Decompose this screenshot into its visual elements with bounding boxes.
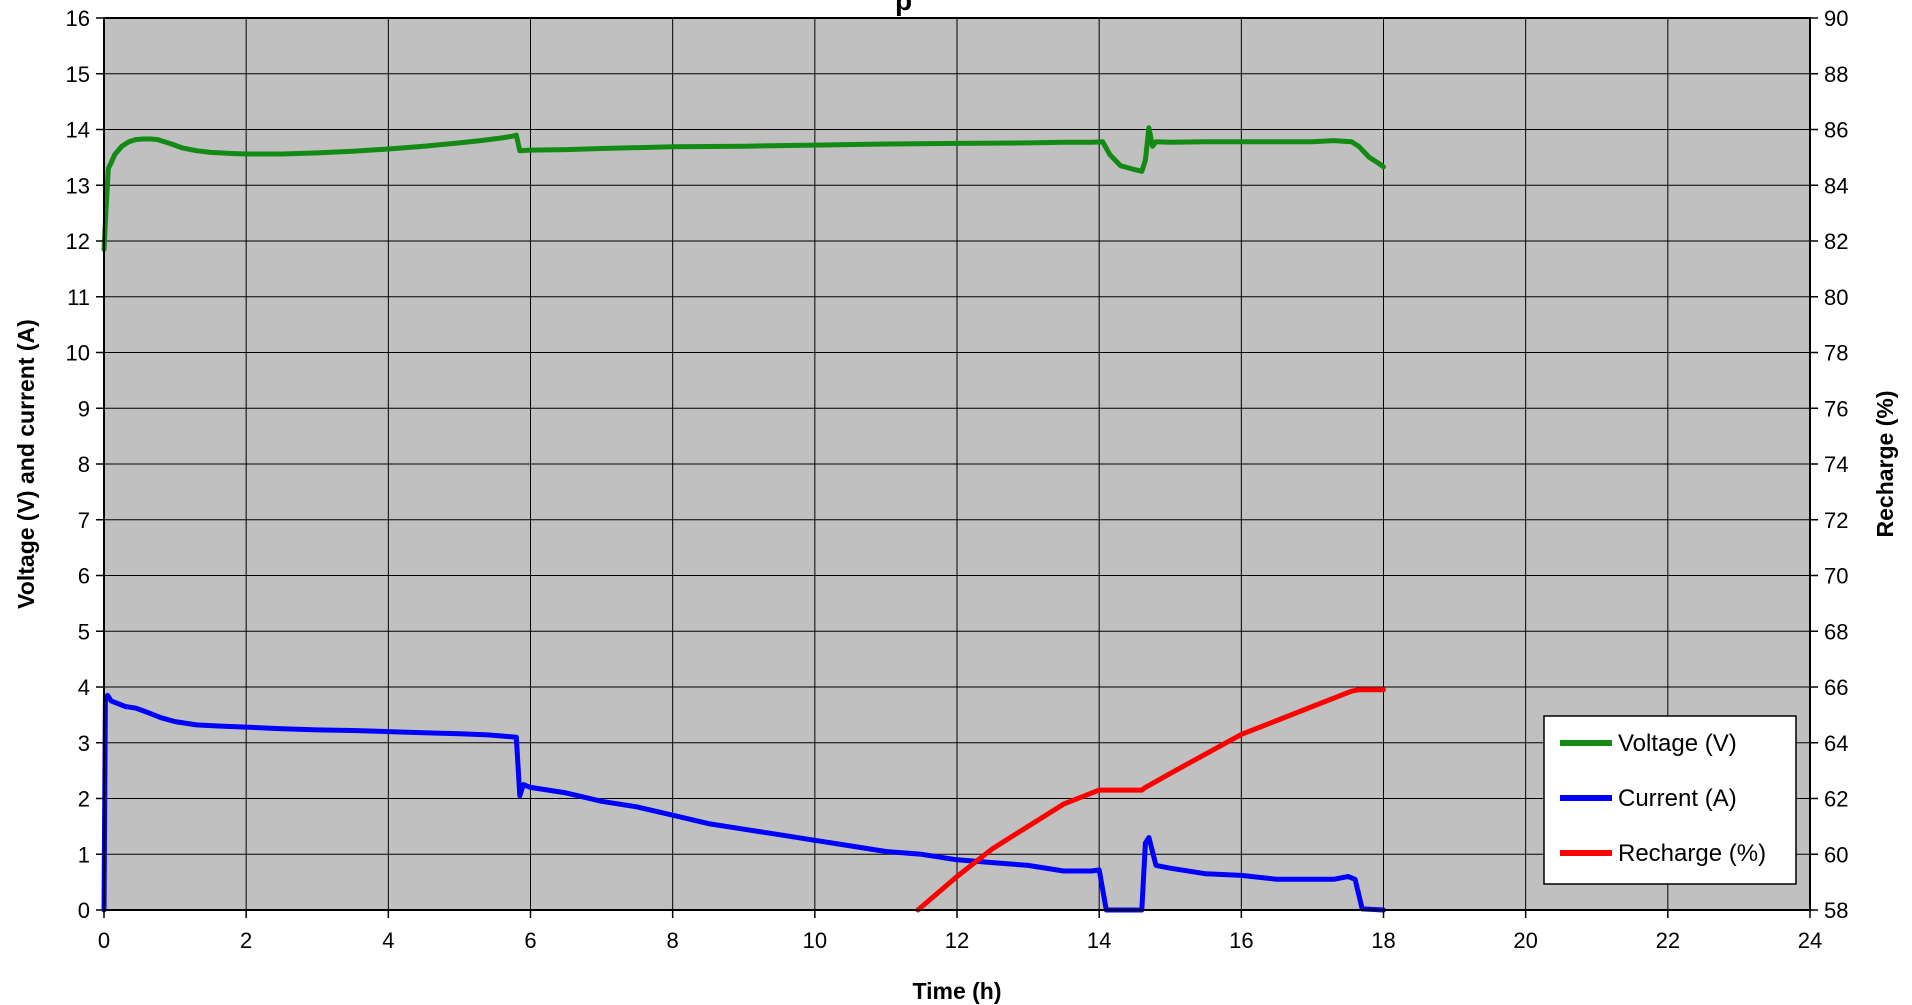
y2-tick-label: 60 — [1824, 842, 1848, 867]
y-tick-label: 1 — [78, 842, 90, 867]
y-tick-label: 13 — [66, 173, 90, 198]
y2-tick-label: 82 — [1824, 229, 1848, 254]
x-tick-label: 22 — [1656, 928, 1680, 953]
y-tick-label: 9 — [78, 396, 90, 421]
y2-tick-label: 80 — [1824, 285, 1848, 310]
y-tick-label: 12 — [66, 229, 90, 254]
legend-label: Recharge (%) — [1618, 840, 1766, 867]
y2-tick-label: 74 — [1824, 452, 1848, 477]
y-tick-label: 5 — [78, 619, 90, 644]
x-tick-label: 10 — [803, 928, 827, 953]
x-tick-label: 2 — [240, 928, 252, 953]
series-line-recharge — [915, 687, 1386, 913]
y2-axis-ticks: 58 60 62 64 66 68 70 72 74 76 78 80 82 84 86 88 90 — [1810, 6, 1848, 923]
y-tick-label: 15 — [66, 62, 90, 87]
legend-label: Current (A) — [1618, 785, 1737, 812]
x-tick-label: 4 — [382, 928, 394, 953]
y2-tick-label: 72 — [1824, 508, 1848, 533]
x-axis-ticks: 0 2 4 6 8 10 12 14 16 18 20 22 24 — [98, 910, 1822, 953]
y2-tick-label: 58 — [1824, 898, 1848, 923]
x-tick-label: 8 — [667, 928, 679, 953]
y-tick-label: 3 — [78, 731, 90, 756]
y2-tick-label: 62 — [1824, 787, 1848, 812]
series-line-voltage-v — [101, 125, 1386, 252]
x-tick-label: 6 — [524, 928, 536, 953]
x-tick-label: 18 — [1371, 928, 1395, 953]
y2-tick-label: 86 — [1824, 118, 1848, 143]
y2-tick-label: 76 — [1824, 396, 1848, 421]
x-tick-label: 12 — [945, 928, 969, 953]
x-tick-label: 14 — [1087, 928, 1111, 953]
y-tick-label: 6 — [78, 564, 90, 589]
legend-label: Voltage (V) — [1618, 730, 1737, 757]
grid — [103, 17, 1811, 911]
series-line-current-a — [101, 692, 1386, 913]
y2-tick-label: 90 — [1824, 6, 1848, 31]
y-tick-label: 16 — [66, 6, 90, 31]
x-tick-label: 24 — [1798, 928, 1822, 953]
y2-axis-title: Recharge (%) — [1872, 391, 1898, 538]
y-axis-title: Voltage (V) and current (A) — [13, 319, 39, 609]
y-tick-label: 8 — [78, 452, 90, 477]
y-tick-label: 7 — [78, 508, 90, 533]
y-tick-label: 11 — [67, 285, 90, 310]
y2-tick-label: 66 — [1824, 675, 1848, 700]
x-axis-title: Time (h) — [912, 978, 1001, 1004]
y2-tick-label: 70 — [1824, 564, 1848, 589]
y2-tick-label: 84 — [1824, 173, 1848, 198]
x-tick-label: 16 — [1229, 928, 1253, 953]
y-tick-label: 10 — [66, 341, 90, 366]
chart-title-partial: p — [895, 0, 912, 16]
series-layer — [101, 125, 1386, 913]
x-tick-label: 20 — [1513, 928, 1537, 953]
y-tick-label: 2 — [78, 787, 90, 812]
y2-tick-label: 78 — [1824, 341, 1848, 366]
y2-tick-label: 88 — [1824, 62, 1848, 87]
y2-tick-label: 68 — [1824, 619, 1848, 644]
x-tick-label: 0 — [98, 928, 110, 953]
y-tick-label: 0 — [78, 898, 90, 923]
legend: Voltage (V) Current (A) Recharge (%) — [1543, 715, 1797, 885]
y2-tick-label: 64 — [1824, 731, 1848, 756]
y-tick-label: 14 — [66, 118, 90, 143]
y-tick-label: 4 — [78, 675, 90, 700]
